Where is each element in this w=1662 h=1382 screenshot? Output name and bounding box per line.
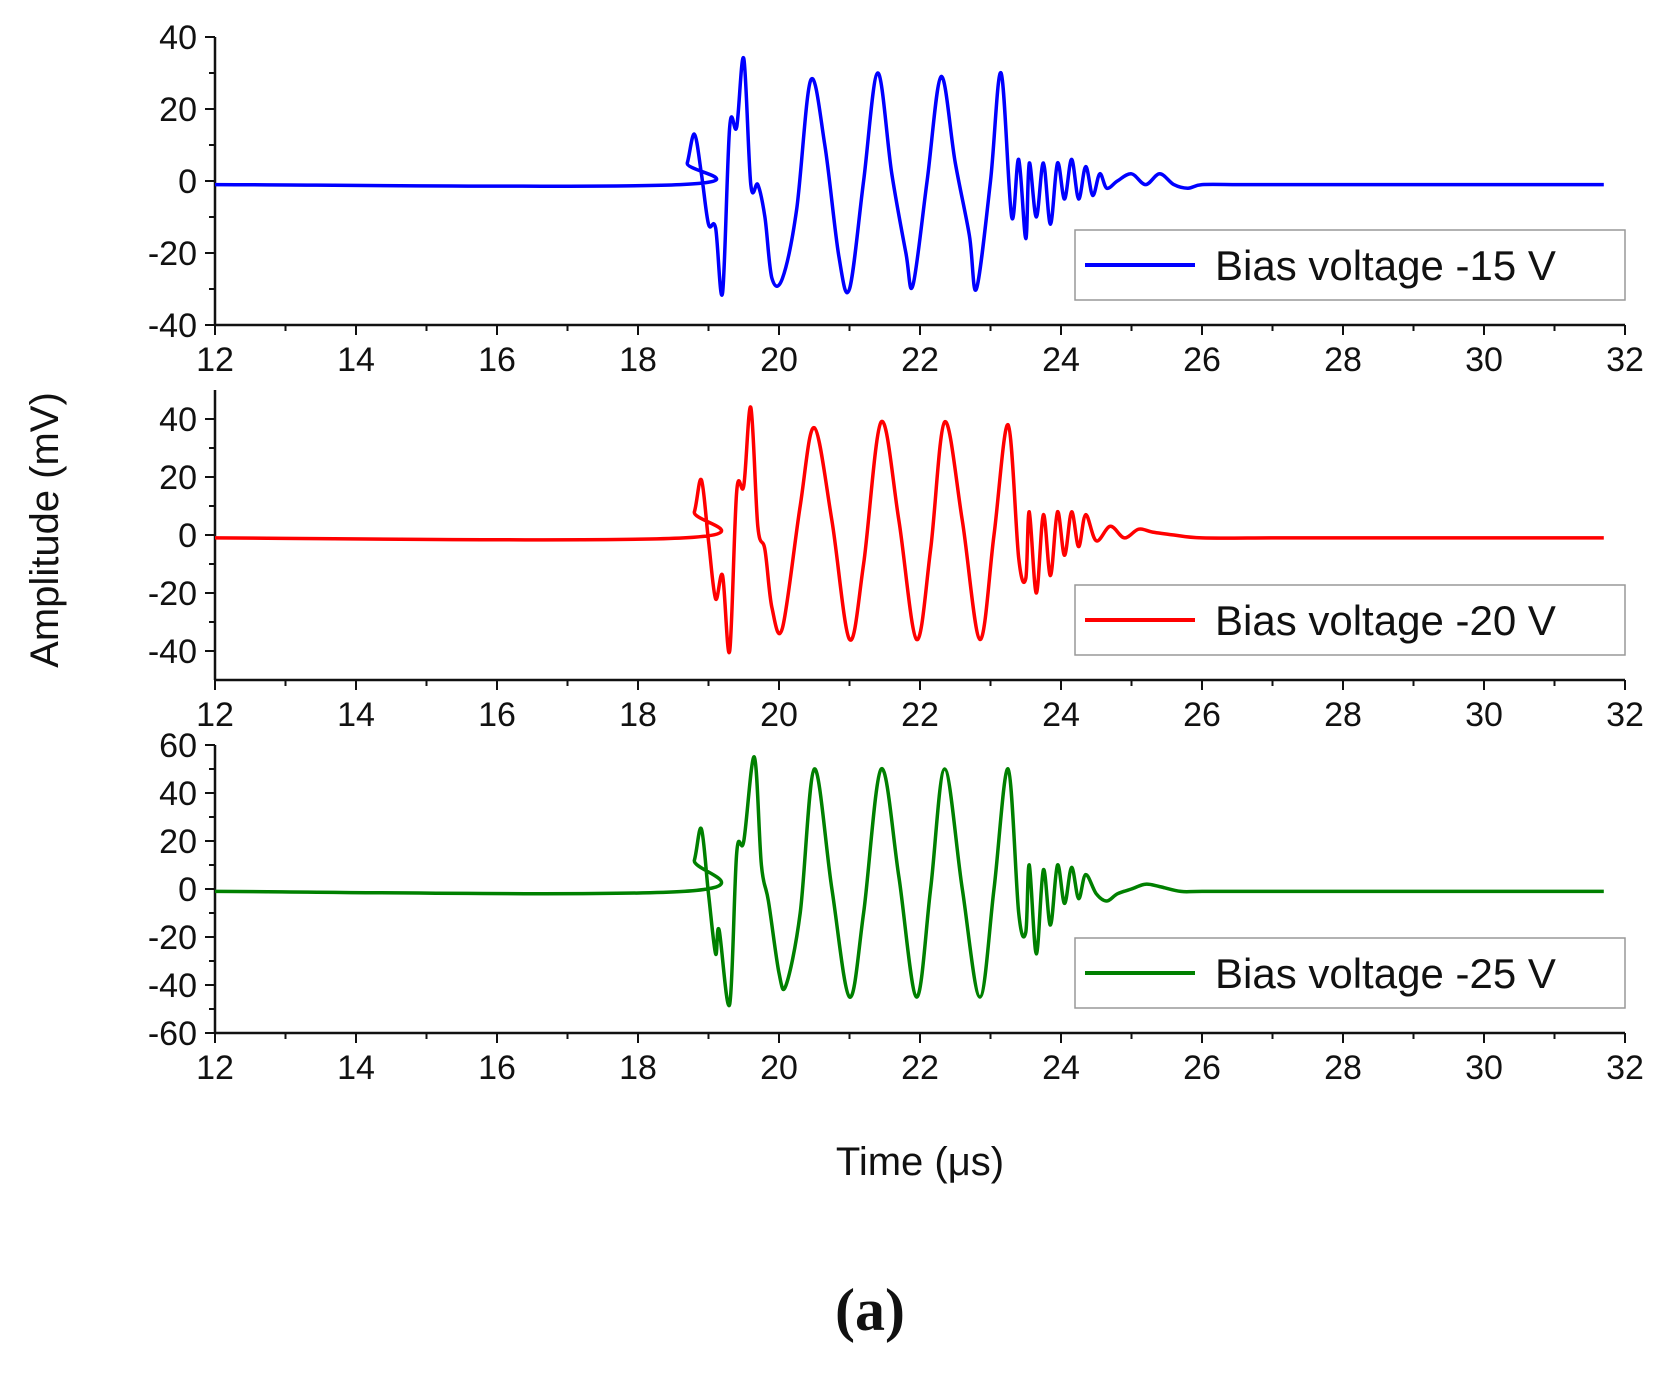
x-tick-label: 32 (1606, 696, 1644, 734)
x-tick-label: 22 (901, 341, 939, 379)
x-tick-label: 32 (1606, 341, 1644, 379)
y-tick-label: 40 (159, 775, 197, 813)
x-tick-label: 24 (1042, 696, 1080, 734)
legend-label: Bias voltage -25 V (1215, 950, 1556, 997)
x-tick-label: 26 (1183, 1049, 1221, 1087)
y-tick-label: -40 (148, 633, 197, 671)
x-tick-label: 22 (901, 696, 939, 734)
legend-label: Bias voltage -15 V (1215, 242, 1556, 289)
y-tick-label: 20 (159, 459, 197, 497)
x-tick-label: 30 (1465, 696, 1503, 734)
legend: Bias voltage -15 V (1074, 229, 1626, 301)
y-tick-label: 20 (159, 91, 197, 129)
series-line (214, 405, 1604, 655)
y-tick-label: 0 (178, 517, 197, 555)
x-tick-label: 14 (337, 341, 375, 379)
x-tick-label: 30 (1465, 341, 1503, 379)
x-tick-label: 18 (619, 1049, 657, 1087)
x-tick-label: 24 (1042, 341, 1080, 379)
x-tick-label: 18 (619, 341, 657, 379)
x-tick-label: 32 (1606, 1049, 1644, 1087)
x-tick-label: 28 (1324, 1049, 1362, 1087)
x-tick-label: 20 (760, 341, 798, 379)
y-tick-label: -40 (148, 967, 197, 1005)
x-tick-label: 14 (337, 696, 375, 734)
x-tick-label: 12 (196, 341, 234, 379)
y-tick-label: -20 (148, 919, 197, 957)
x-tick-label: 24 (1042, 1049, 1080, 1087)
x-tick-label: 16 (478, 696, 516, 734)
x-tick-label: 18 (619, 696, 657, 734)
y-tick-label: -40 (148, 307, 197, 345)
figure-panel-label: (a) (835, 1277, 905, 1343)
legend-label: Bias voltage -20 V (1215, 597, 1556, 644)
chart-panel-2: 12 14 16 18 20 22 24 26 28 30 32 -40 -20 0 20 40 Bias vo… (148, 390, 1644, 734)
x-tick-label: 30 (1465, 1049, 1503, 1087)
chart-panel-3: 12 14 16 18 20 22 24 26 28 30 32 -60 -40 -20 0 20 40 60 Bi… (148, 727, 1644, 1087)
x-tick-label: 16 (478, 1049, 516, 1087)
series-line (214, 56, 1604, 297)
x-tick-label: 26 (1183, 341, 1221, 379)
x-axis-title: Time (μs) (836, 1140, 1004, 1184)
y-axis-title: Amplitude (mV) (23, 392, 67, 668)
y-tick-label: 60 (159, 727, 197, 765)
y-tick-label: -20 (148, 575, 197, 613)
x-tick-label: 26 (1183, 696, 1221, 734)
x-tick-label: 12 (196, 1049, 234, 1087)
legend: Bias voltage -25 V (1074, 937, 1626, 1009)
legend: Bias voltage -20 V (1074, 584, 1626, 656)
x-tick-label: 20 (760, 696, 798, 734)
x-tick-label: 14 (337, 1049, 375, 1087)
y-tick-label: 20 (159, 823, 197, 861)
x-tick-label: 28 (1324, 341, 1362, 379)
x-tick-label: 28 (1324, 696, 1362, 734)
y-tick-label: 40 (159, 19, 197, 57)
y-tick-label: -60 (148, 1015, 197, 1053)
x-tick-label: 16 (478, 341, 516, 379)
y-tick-label: 0 (178, 871, 197, 909)
chart-panel-1: 12 14 16 18 20 22 24 26 28 30 32 -40 -20 0 20 40 Bias vo… (148, 19, 1644, 379)
y-tick-label: 40 (159, 401, 197, 439)
series-line (214, 755, 1604, 1008)
y-tick-label: 0 (178, 163, 197, 201)
x-tick-label: 20 (760, 1049, 798, 1087)
x-tick-label: 12 (196, 696, 234, 734)
y-tick-label: -20 (148, 235, 197, 273)
x-tick-label: 22 (901, 1049, 939, 1087)
